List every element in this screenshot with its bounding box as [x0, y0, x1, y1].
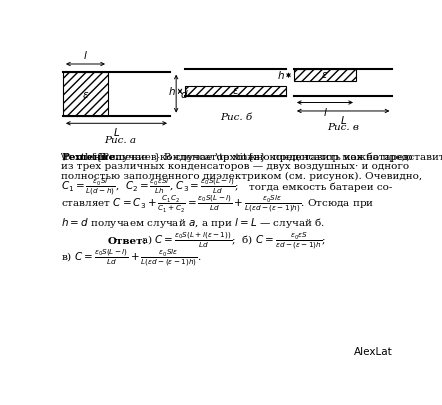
- Text: ставляет $C = C_3 + \frac{C_1 C_2}{C_1+C_2} = \frac{\varepsilon_0 S(L-l)}{Ld} +\: ставляет $C = C_3 + \frac{C_1 C_2}{C_1+C…: [61, 194, 374, 215]
- Text: $C_1 = \frac{\varepsilon_0 Sl}{L(d-h)}$, $\ C_2 = \frac{\varepsilon_0\varepsilon: $C_1 = \frac{\varepsilon_0 Sl}{L(d-h)}$,…: [61, 177, 240, 198]
- Text: $d$: $d$: [180, 87, 189, 100]
- Text: $\varepsilon$: $\varepsilon$: [321, 70, 328, 80]
- Text: а) $C = \frac{\varepsilon_0 S(L + l(\varepsilon-1))}{Ld}$;  б) $C = \frac{\varep: а) $C = \frac{\varepsilon_0 S(L + l(\var…: [141, 230, 327, 252]
- Text: $h$: $h$: [168, 85, 176, 97]
- Text: $l$: $l$: [83, 49, 88, 61]
- Text: Ответ:: Ответ:: [108, 237, 147, 245]
- Text: $h = d$ получаем случай $a$, а при $l = L$ — случай б.: $h = d$ получаем случай $a$, а при $l = …: [61, 216, 326, 230]
- Text: Рис. б: Рис. б: [220, 113, 252, 122]
- Text: \textbf{Решение.} В случае \textit{в} конденсатор можно представить как батарею: \textbf{Решение.} В случае \textit{в} ко…: [61, 153, 442, 162]
- Bar: [186, 86, 286, 96]
- Text: тогда емкость батареи со-: тогда емкость батареи со-: [249, 182, 392, 192]
- Text: В случае в конденсатор можно представить как батарею: В случае в конденсатор можно представить…: [99, 153, 412, 162]
- Text: $l$: $l$: [323, 106, 328, 117]
- Text: Рис. а: Рис. а: [104, 136, 136, 145]
- Text: полностью заполненного диэлектриком (см. рисунок). Очевидно,: полностью заполненного диэлектриком (см.…: [61, 172, 423, 181]
- Text: в) $C = \frac{\varepsilon_0 S(L-l)}{Ld} + \frac{\varepsilon_0 Sl\varepsilon}{L(\: в) $C = \frac{\varepsilon_0 S(L-l)}{Ld} …: [61, 247, 202, 269]
- Text: $L$: $L$: [113, 126, 120, 139]
- Text: $L$: $L$: [339, 114, 347, 126]
- Text: Рис. в: Рис. в: [327, 123, 359, 132]
- Text: из трех различных конденсаторов — двух воздушных· и одного: из трех различных конденсаторов — двух в…: [61, 162, 410, 171]
- Text: Решение.: Решение.: [61, 153, 119, 162]
- Text: AlexLat: AlexLat: [354, 347, 392, 356]
- Text: $h$: $h$: [277, 69, 285, 81]
- Text: $\varepsilon$: $\varepsilon$: [232, 86, 240, 96]
- Text: $\varepsilon$: $\varepsilon$: [82, 90, 89, 100]
- Bar: [63, 72, 108, 115]
- Bar: [294, 69, 356, 81]
